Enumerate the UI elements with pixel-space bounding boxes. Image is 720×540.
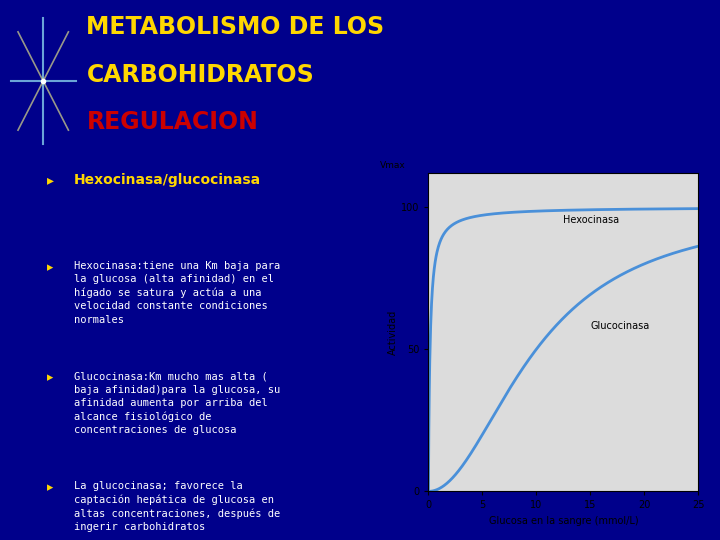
Text: Hexocinasa/glucocinasa: Hexocinasa/glucocinasa xyxy=(74,173,261,187)
Text: REGULACION: REGULACION xyxy=(86,111,258,134)
Text: Hexocinasa:tiene una Km baja para
la glucosa (alta afinidad) en el
hígado se sat: Hexocinasa:tiene una Km baja para la glu… xyxy=(74,261,280,325)
Text: ▸: ▸ xyxy=(48,173,55,187)
Text: La glucocinasa; favorece la
captación hepática de glucosa en
altas concentracion: La glucocinasa; favorece la captación he… xyxy=(74,482,280,532)
Text: Glucocinasa:Km mucho mas alta (
baja afinidad)para la glucosa, su
afinidad aumen: Glucocinasa:Km mucho mas alta ( baja afi… xyxy=(74,372,280,435)
Text: ▸: ▸ xyxy=(48,482,54,495)
Text: METABOLISMO DE LOS: METABOLISMO DE LOS xyxy=(86,15,384,39)
Text: ▸: ▸ xyxy=(48,372,54,384)
X-axis label: Glucosa en la sangre (mmol/L): Glucosa en la sangre (mmol/L) xyxy=(489,516,638,526)
Text: Glucocinasa: Glucocinasa xyxy=(590,321,649,330)
Text: Vmax: Vmax xyxy=(380,160,405,170)
Text: ▸: ▸ xyxy=(48,261,54,274)
Y-axis label: Actividad: Actividad xyxy=(388,309,398,355)
Text: CARBOHIDRATOS: CARBOHIDRATOS xyxy=(86,63,314,87)
Text: Hexocinasa: Hexocinasa xyxy=(563,215,619,226)
